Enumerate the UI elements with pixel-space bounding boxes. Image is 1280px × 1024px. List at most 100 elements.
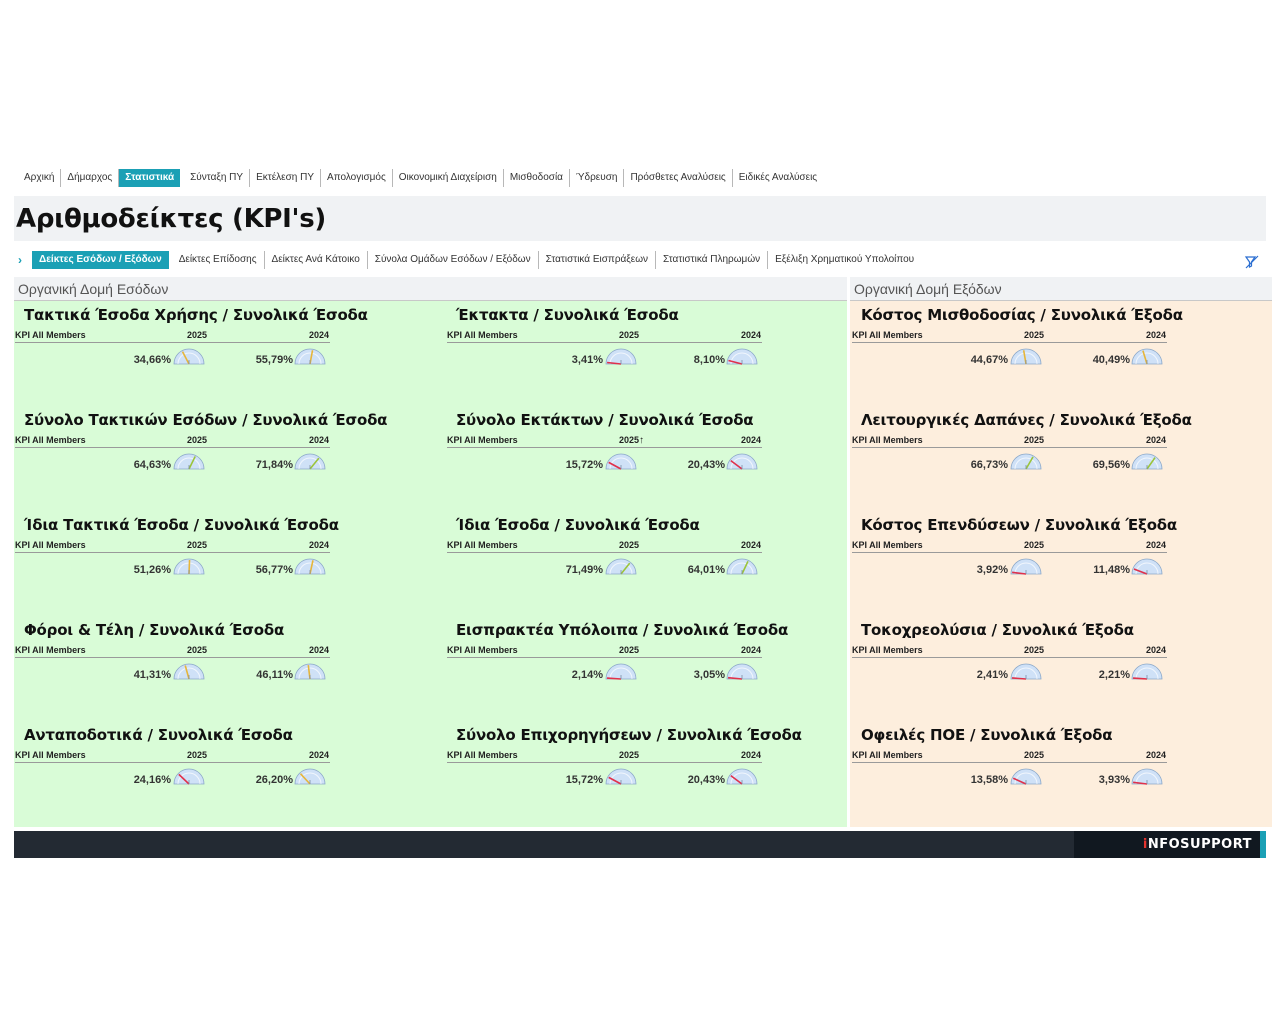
kpi-header-year-2025[interactable]: 2025	[1024, 750, 1045, 760]
kpi-header-year-2025[interactable]: 2025	[187, 540, 208, 550]
nav-tab-6[interactable]: Οικονομική Διαχείριση	[393, 168, 504, 187]
kpi-header-year-2024[interactable]: 2024	[741, 750, 762, 760]
kpi-header-year-2025[interactable]: 2025	[619, 540, 640, 550]
nav-tab-10[interactable]: Ειδικές Αναλύσεις	[738, 171, 818, 183]
gauge-2025[interactable]	[604, 659, 638, 681]
kpi-header-label[interactable]: KPI All Members	[852, 750, 923, 760]
gauge-2025[interactable]	[604, 554, 638, 576]
kpi-value-2024: 3,05%	[693, 669, 725, 681]
gauge-2024[interactable]	[1130, 344, 1164, 366]
kpi-header-year-2024[interactable]: 2024	[741, 645, 762, 655]
kpi-header-label[interactable]: KPI All Members	[447, 435, 518, 445]
kpi-header-label[interactable]: KPI All Members	[447, 645, 518, 655]
nav-tab-2[interactable]: Στατιστικά	[119, 168, 181, 187]
kpi-card: Φόροι & Τέλη / Συνολικά Έσοδα KPI All Me…	[14, 621, 334, 721]
kpi-header-year-2025[interactable]: 2025	[1024, 435, 1045, 445]
kpi-title: Λειτουργικές Δαπάνες / Συνολικά Έξοδα	[861, 411, 1192, 429]
kpi-header-year-2025[interactable]: 2025	[1024, 330, 1045, 340]
gauge-2025[interactable]	[172, 764, 206, 786]
kpi-header-year-2025[interactable]: 2025	[187, 435, 208, 445]
gauge-2024[interactable]	[725, 764, 759, 786]
kpi-header-label[interactable]: KPI All Members	[447, 750, 518, 760]
gauge-2024[interactable]	[725, 449, 759, 471]
kpi-header-year-2025[interactable]: 2025	[1024, 645, 1045, 655]
gauge-2024[interactable]	[1130, 659, 1164, 681]
kpi-header-year-2024[interactable]: 2024	[741, 435, 762, 445]
kpi-header-label[interactable]: KPI All Members	[15, 750, 86, 760]
gauge-2025[interactable]	[172, 554, 206, 576]
kpi-header-year-2024[interactable]: 2024	[309, 750, 330, 760]
nav-tab-4[interactable]: Εκτέλεση ΠΥ	[250, 168, 322, 187]
gauge-2024[interactable]	[293, 449, 327, 471]
kpi-header-year-2025[interactable]: 2025	[187, 750, 208, 760]
nav-tab-9[interactable]: Πρόσθετες Αναλύσεις	[624, 168, 733, 187]
gauge-2025[interactable]	[1009, 344, 1043, 366]
kpi-header-year-2025[interactable]: 2025	[619, 330, 640, 340]
nav-tab-1[interactable]: Δήμαρχος	[61, 168, 120, 187]
nav-tab-7[interactable]: Μισθοδοσία	[504, 168, 570, 187]
gauge-2025[interactable]	[172, 344, 206, 366]
subnav-tab-3[interactable]: Σύνολα Ομάδων Εσόδων / Εξόδων	[368, 251, 539, 269]
kpi-header-label[interactable]: KPI All Members	[15, 435, 86, 445]
gauge-2024[interactable]	[1130, 554, 1164, 576]
kpi-header-year-2024[interactable]: 2024	[1146, 750, 1167, 760]
subnav-tab-2[interactable]: Δείκτες Ανά Κάτοικο	[265, 251, 368, 269]
kpi-value-2025: 64,63%	[133, 459, 171, 471]
nav-tab-0[interactable]: Αρχική	[18, 168, 62, 187]
gauge-2025[interactable]	[1009, 764, 1043, 786]
gauge-2024[interactable]	[725, 659, 759, 681]
gauge-2024[interactable]	[725, 554, 759, 576]
gauge-2024[interactable]	[725, 344, 759, 366]
subnav-tab-5[interactable]: Στατιστικά Πληρωμών	[656, 251, 769, 269]
subnav-tab-6[interactable]: Εξέλιξη Χρηματικού Υπολοίπου	[775, 254, 915, 265]
gauge-2025[interactable]	[604, 344, 638, 366]
gauge-2024[interactable]	[1130, 764, 1164, 786]
kpi-header-year-2025[interactable]: 2025	[619, 645, 640, 655]
nav-tab-8[interactable]: Ύδρευση	[570, 168, 625, 187]
gauge-2025[interactable]	[1009, 659, 1043, 681]
kpi-header-year-2024[interactable]: 2024	[1146, 330, 1167, 340]
kpi-header-year-2024[interactable]: 2024	[1146, 540, 1167, 550]
kpi-header-year-2024[interactable]: 2024	[309, 540, 330, 550]
kpi-header-label[interactable]: KPI All Members	[447, 330, 518, 340]
gauge-2025[interactable]	[1009, 449, 1043, 471]
gauge-2025[interactable]	[172, 659, 206, 681]
kpi-header-year-2025[interactable]: 2025↑	[619, 435, 645, 446]
kpi-header-year-2024[interactable]: 2024	[1146, 645, 1167, 655]
gauge-2024[interactable]	[1130, 449, 1164, 471]
kpi-header-year-2024[interactable]: 2024	[741, 540, 762, 550]
kpi-header-year-2024[interactable]: 2024	[309, 645, 330, 655]
gauge-2024[interactable]	[293, 764, 327, 786]
kpi-title: Τοκοχρεολύσια / Συνολικά Έξοδα	[861, 621, 1134, 639]
kpi-header-label[interactable]: KPI All Members	[447, 540, 518, 550]
kpi-header-year-2025[interactable]: 2025	[187, 645, 208, 655]
kpi-header-year-2025[interactable]: 2025	[1024, 540, 1045, 550]
clear-filter-icon[interactable]	[1244, 254, 1260, 270]
gauge-2024[interactable]	[293, 344, 327, 366]
gauge-2025[interactable]	[172, 449, 206, 471]
kpi-header-year-2024[interactable]: 2024	[309, 435, 330, 445]
kpi-header-label[interactable]: KPI All Members	[852, 645, 923, 655]
kpi-header-label[interactable]: KPI All Members	[852, 330, 923, 340]
kpi-header-year-2025[interactable]: 2025	[187, 330, 208, 340]
kpi-header-year-2025[interactable]: 2025	[619, 750, 640, 760]
gauge-2024[interactable]	[293, 554, 327, 576]
sort-arrow-icon[interactable]: ↑	[639, 435, 645, 446]
kpi-header-label[interactable]: KPI All Members	[15, 645, 86, 655]
kpi-header-year-2024[interactable]: 2024	[741, 330, 762, 340]
subnav-tab-0[interactable]: Δείκτες Εσόδων / Εξόδων	[32, 251, 169, 269]
gauge-2025[interactable]	[604, 764, 638, 786]
gauge-2025[interactable]	[1009, 554, 1043, 576]
kpi-header-label[interactable]: KPI All Members	[15, 330, 86, 340]
kpi-header-year-2024[interactable]: 2024	[1146, 435, 1167, 445]
kpi-header-year-2024[interactable]: 2024	[309, 330, 330, 340]
kpi-header-label[interactable]: KPI All Members	[852, 540, 923, 550]
nav-tab-3[interactable]: Σύνταξη ΠΥ	[184, 168, 251, 187]
nav-tab-5[interactable]: Απολογισμός	[321, 168, 393, 187]
kpi-header-label[interactable]: KPI All Members	[852, 435, 923, 445]
subnav-tab-4[interactable]: Στατιστικά Εισπράξεων	[539, 251, 657, 269]
kpi-header-label[interactable]: KPI All Members	[15, 540, 86, 550]
subnav-tab-1[interactable]: Δείκτες Επίδοσης	[172, 251, 265, 269]
gauge-2025[interactable]	[604, 449, 638, 471]
gauge-2024[interactable]	[293, 659, 327, 681]
